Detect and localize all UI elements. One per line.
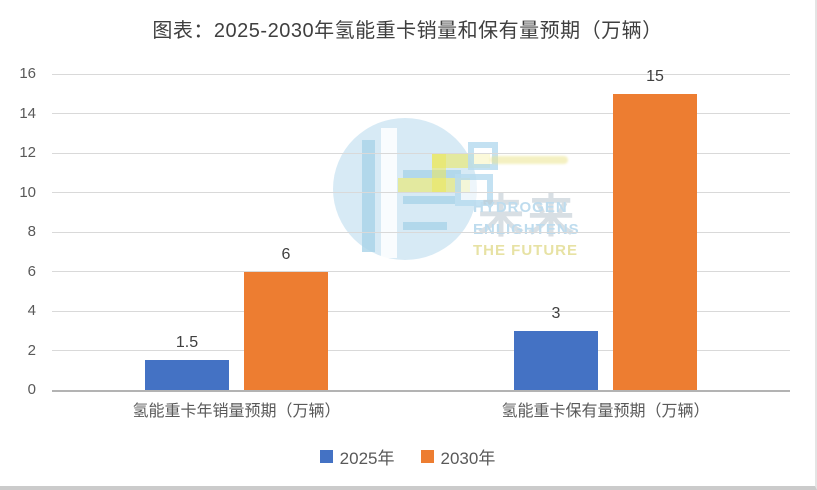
watermark-logo-h-bar-left <box>362 140 375 252</box>
bar-value-label: 3 <box>551 304 561 322</box>
gridline <box>52 73 790 75</box>
watermark-logo-square <box>455 174 493 206</box>
gridline <box>52 152 790 154</box>
watermark-chinese-text: 未来 <box>478 190 578 242</box>
watermark-small-text-smudge <box>490 156 568 164</box>
y-tick-label: 14 <box>19 104 36 122</box>
plot-area: 1.5 6 3 15 <box>52 68 790 392</box>
y-axis-tick-labels: 0 2 4 6 8 10 12 14 16 <box>0 0 40 420</box>
bar-2025年 <box>514 330 598 390</box>
bar-value-label: 1.5 <box>175 334 199 352</box>
watermark-logo-white-bar <box>381 128 397 258</box>
legend-item: 2025年 <box>319 444 395 469</box>
y-tick-label: 12 <box>19 144 36 161</box>
y-tick-label: 4 <box>27 302 36 319</box>
y-tick-label: 2 <box>27 341 36 359</box>
bar-value-label: 15 <box>646 67 664 85</box>
gridline <box>52 310 790 312</box>
watermark-logo-stripe <box>403 222 447 230</box>
gridline <box>52 192 790 193</box>
bar-2025年 <box>145 360 229 390</box>
legend-label: 2025年 <box>339 449 395 468</box>
category-label: 氢能重卡年销量预期（万辆） <box>132 403 341 420</box>
bar-value-label: 6 <box>281 245 291 263</box>
legend-item: 2030年 <box>420 444 496 469</box>
watermark-text-enlightens: ENLIGHTENS <box>473 221 580 238</box>
gridline <box>52 350 790 351</box>
gridline <box>52 271 790 272</box>
gridline <box>52 231 790 233</box>
y-tick-label: 10 <box>19 183 36 201</box>
watermark-logo-stripe <box>403 196 455 204</box>
watermark-text-the-future: THE FUTURE <box>473 242 578 259</box>
y-tick-label: 6 <box>27 262 36 280</box>
legend: 2025年 2030年 <box>0 444 815 469</box>
gridline <box>52 113 790 114</box>
y-tick-label: 16 <box>19 65 36 82</box>
chart-title: 图表：2025-2030年氢能重卡销量和保有量预期（万辆） <box>152 20 663 42</box>
bar-2030年 <box>613 93 697 390</box>
watermark-text-hydrogen: HYDROGEN <box>473 199 568 216</box>
y-tick-label: 0 <box>27 381 36 398</box>
category-label: 氢能重卡保有量预期（万辆） <box>501 403 710 420</box>
watermark-logo-pipe <box>398 178 470 192</box>
legend-swatch-2030年 <box>420 450 434 463</box>
bar-2030年 <box>244 271 328 390</box>
legend-swatch-2025年 <box>319 450 333 463</box>
legend-label: 2030年 <box>440 449 496 468</box>
y-tick-label: 8 <box>27 223 36 240</box>
